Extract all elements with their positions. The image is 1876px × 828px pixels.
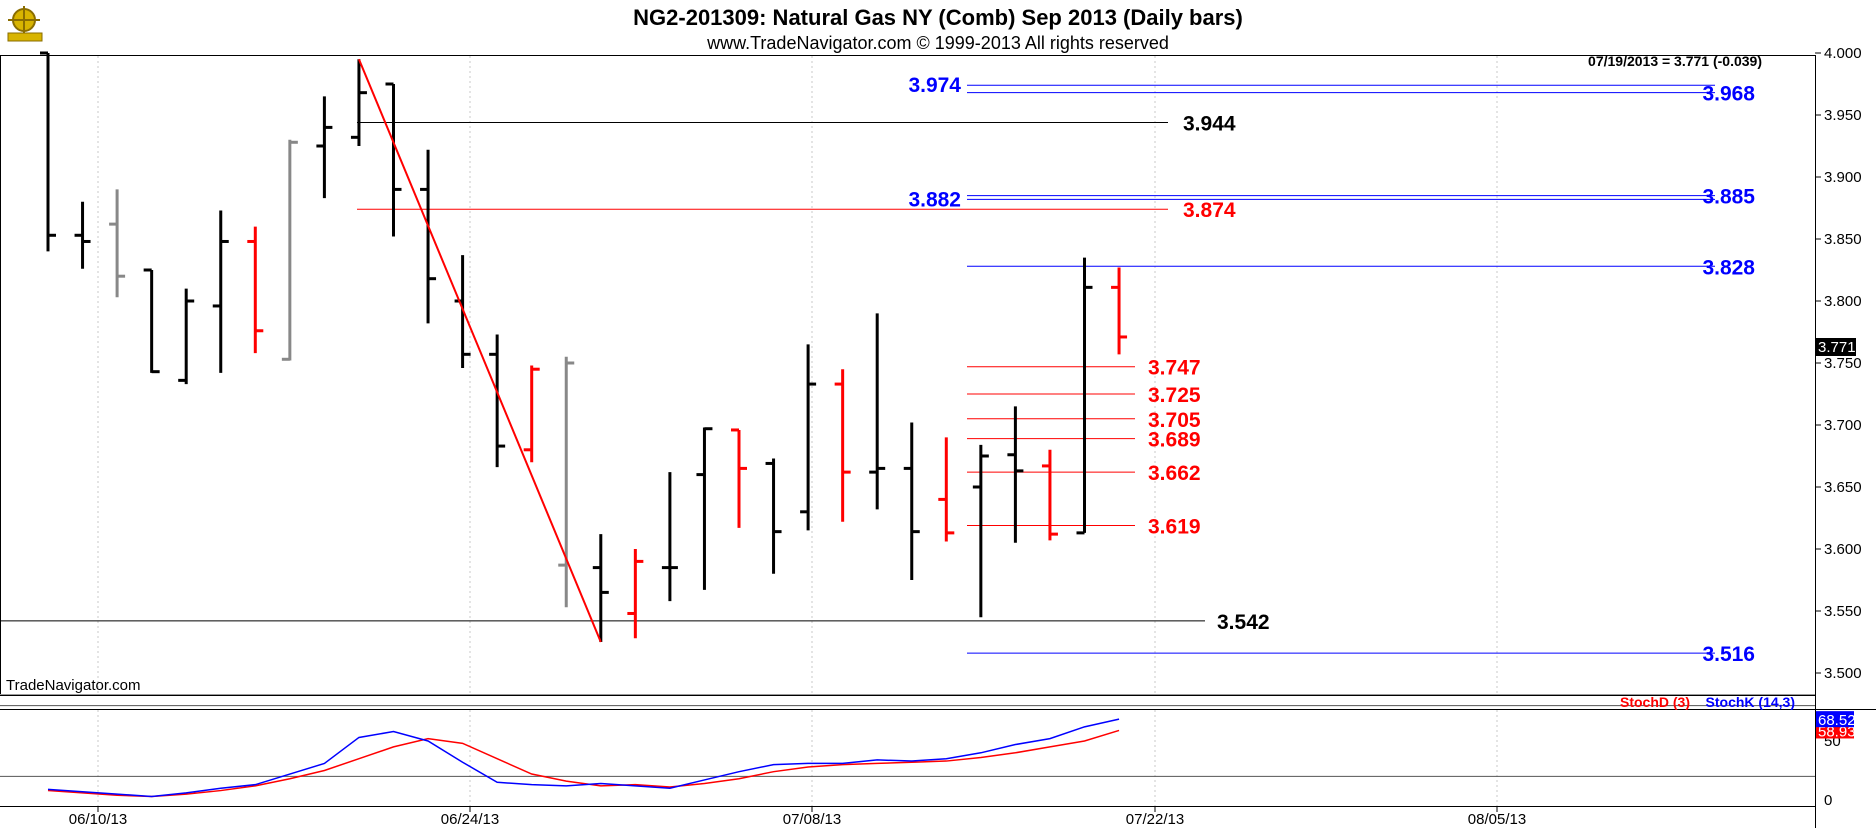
ohlc-bar [74, 201, 91, 269]
price-axis-ticks: 4.000 3.950 3.900 3.850 3.800 3.750 3.700 3.650… [1815, 45, 1862, 682]
level-label: 3.828 [1702, 256, 1755, 279]
last-price-tag-bg [1816, 338, 1856, 356]
y-tick-label: 3.500 [1824, 665, 1862, 682]
ohlc-bar [765, 458, 782, 574]
ohlc-bar [40, 51, 56, 252]
level-label: 3.885 [1702, 186, 1755, 209]
last-price-tag: 3.771 [1818, 339, 1856, 356]
x-tick-label: 07/08/13 [783, 811, 841, 828]
ohlc-bar [1007, 406, 1024, 543]
ohlc-bar [592, 534, 609, 642]
ohlc-bar [281, 139, 298, 361]
ohlc-bar [350, 59, 367, 146]
ohlc-bars [40, 51, 1128, 642]
y-tick-label: 3.750 [1824, 355, 1862, 372]
ohlc-bar [1111, 267, 1128, 355]
level-label: 3.944 [1183, 112, 1236, 135]
level-label: 3.542 [1217, 611, 1270, 634]
logo-icon [7, 6, 43, 42]
ohlc-bar [903, 422, 920, 580]
ohlc-bar [834, 369, 851, 522]
y-tick-label: 3.600 [1824, 541, 1862, 558]
ohlc-bar [143, 268, 160, 374]
level-label: 3.689 [1148, 429, 1201, 452]
x-tick-label: 06/10/13 [69, 811, 127, 828]
level-label: 3.516 [1702, 643, 1755, 666]
price-pane-frame [0, 55, 1816, 696]
trendline [358, 58, 602, 643]
ohlc-bar [1076, 257, 1093, 535]
x-tick-label: 08/05/13 [1468, 811, 1526, 828]
ohlc-bar [489, 334, 506, 468]
level-lines: 3.974 3.968 3.944 3.885 3.882 3.874 3.828 3.747… [0, 74, 1755, 666]
level-label: 3.619 [1148, 515, 1201, 538]
level-label: 3.705 [1148, 409, 1201, 432]
ohlc-bar [178, 288, 195, 385]
x-tick-label: 07/22/13 [1126, 811, 1184, 828]
level-label: 3.974 [908, 74, 961, 97]
ohlc-bar [1041, 449, 1058, 541]
y-tick-label: 3.900 [1824, 169, 1862, 186]
y-tick-label: 3.950 [1824, 107, 1862, 124]
stoch-legend-label: StochD (3) [1620, 694, 1690, 710]
grid [97, 56, 1498, 806]
ohlc-bar [972, 444, 989, 618]
y-tick-label: 3.650 [1824, 479, 1862, 496]
ohlc-bar [696, 427, 713, 590]
last-quote: 07/19/2013 = 3.771 (-0.039) [1588, 53, 1762, 69]
stoch-y-tick-label: 0 [1824, 792, 1832, 809]
ohlc-bar [558, 356, 575, 608]
stoch-line-d [47, 729, 1120, 798]
ohlc-bar [661, 472, 678, 602]
chart-subtitle: www.TradeNavigator.com © 1999-2013 All r… [706, 33, 1169, 53]
ohlc-bar [869, 313, 886, 510]
stoch-last-value: 68.52 [1818, 712, 1856, 729]
ohlc-bar [938, 437, 955, 542]
stoch-legend-label: StochK (14,3) [1706, 694, 1795, 710]
x-tick-label: 06/24/13 [441, 811, 499, 828]
trendline-segment [358, 58, 602, 643]
stoch-last-value-bg [1816, 711, 1854, 728]
y-tick-label: 3.850 [1824, 231, 1862, 248]
ohlc-bar [109, 189, 126, 298]
date-axis-ticks: 06/10/13 06/24/13 07/08/13 07/22/13 08/05/13 [69, 806, 1526, 828]
level-label: 3.725 [1148, 384, 1201, 407]
ohlc-bar [212, 210, 229, 373]
level-label: 3.874 [1183, 199, 1236, 222]
ohlc-bar [385, 82, 402, 237]
stoch-last-value: 58.93 [1818, 723, 1856, 740]
ohlc-bar [420, 149, 437, 324]
ohlc-bar [800, 344, 817, 531]
ohlc-bar [523, 365, 540, 463]
y-tick-label: 3.800 [1824, 293, 1862, 310]
ohlc-bar [316, 96, 333, 199]
ohlc-bar [627, 549, 644, 639]
level-label: 3.747 [1148, 357, 1201, 380]
y-tick-label: 3.700 [1824, 417, 1862, 434]
level-label: 3.968 [1702, 83, 1755, 106]
y-tick-label: 4.000 [1824, 45, 1862, 62]
stoch-line-k [47, 718, 1120, 798]
ohlc-bar [247, 226, 264, 354]
y-tick-label: 3.550 [1824, 603, 1862, 620]
level-label: 3.662 [1148, 462, 1201, 485]
ohlc-bar [731, 428, 747, 528]
watermark: TradeNavigator.com [6, 677, 141, 694]
level-label: 3.882 [908, 188, 961, 211]
chart-title: NG2-201309: Natural Gas NY (Comb) Sep 20… [633, 5, 1243, 30]
